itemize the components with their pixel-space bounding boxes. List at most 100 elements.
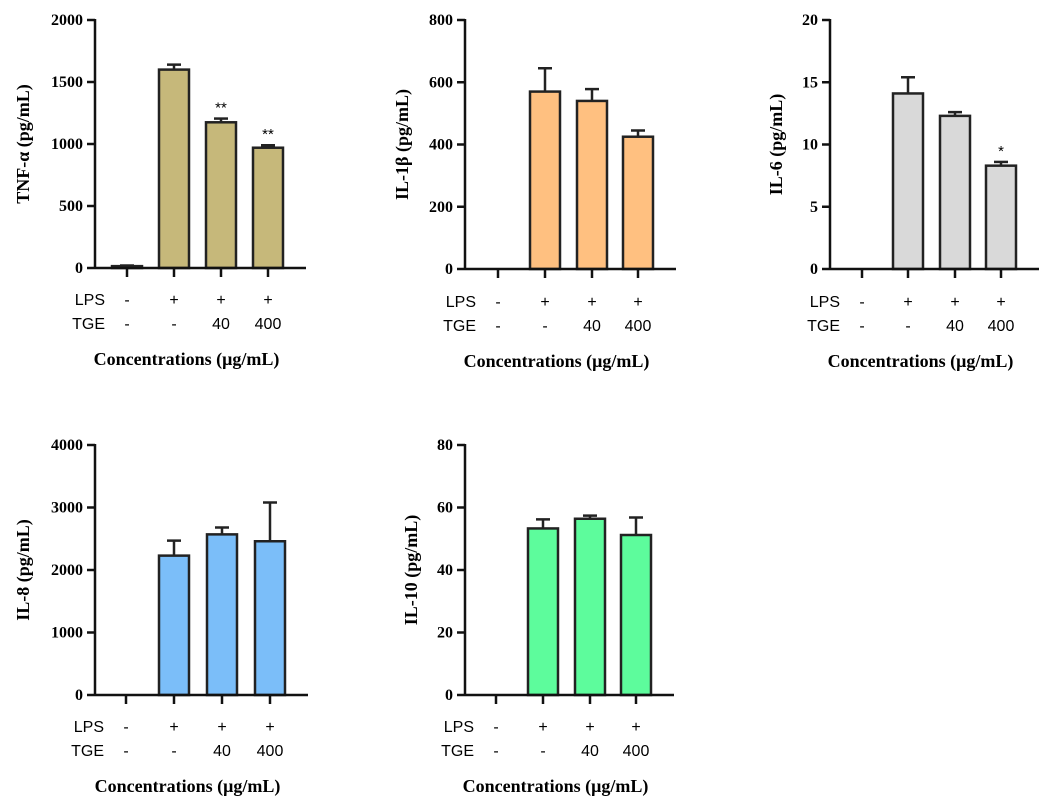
- lps-value: +: [263, 292, 272, 309]
- tge-value: -: [859, 318, 864, 335]
- lps-value: +: [216, 292, 225, 309]
- y-tick-label: 3000: [51, 500, 83, 517]
- y-tick-label: 10: [802, 137, 818, 154]
- bar: [528, 90, 562, 271]
- tge-value: 400: [988, 318, 1015, 335]
- significance-mark: **: [215, 100, 227, 117]
- bar: [205, 533, 239, 697]
- tge-row-label: TGE: [71, 743, 104, 760]
- x-axis-title: Concentrations (μg/mL): [464, 351, 650, 372]
- bar: [938, 114, 972, 271]
- lps-value: -: [495, 294, 500, 311]
- bar: [157, 554, 191, 697]
- tge-value: 40: [213, 743, 231, 760]
- lps-value: +: [217, 719, 226, 736]
- tge-value: 40: [581, 743, 599, 760]
- significance-mark: *: [998, 143, 1004, 160]
- chart-panel-1: ** ** 0 500 1000 1500 2000 - - + - +40 +400 LPS TGE Con…: [13, 12, 306, 370]
- tge-value: 400: [625, 318, 652, 335]
- y-tick-label: 80: [437, 437, 453, 454]
- y-tick-label: 2000: [51, 562, 83, 579]
- bar: [204, 121, 238, 270]
- lps-value: -: [493, 719, 498, 736]
- y-axis-title: TNF-α (pg/mL): [13, 84, 34, 204]
- tge-row-label: TGE: [443, 318, 476, 335]
- y-tick-label: 0: [75, 687, 83, 704]
- bar: [573, 517, 607, 697]
- tge-row-label: TGE: [441, 743, 474, 760]
- y-axis-title: IL-8 (pg/mL): [13, 519, 34, 621]
- lps-value: +: [538, 719, 547, 736]
- lps-value: -: [124, 292, 129, 309]
- y-axis-title: IL-6 (pg/mL): [766, 94, 787, 196]
- bar: [251, 146, 285, 270]
- lps-row-label: LPS: [444, 719, 474, 736]
- y-tick-label: 40: [437, 562, 453, 579]
- tge-row-label: TGE: [72, 316, 105, 333]
- lps-value: +: [540, 294, 549, 311]
- tge-value: -: [905, 318, 910, 335]
- y-tick-label: 1000: [51, 136, 83, 153]
- chart-panel-2: 0 200 400 600 800 - - + - +40 +400 LPS TGE Concentrat…: [392, 12, 676, 372]
- y-tick-label: 4000: [51, 437, 83, 454]
- lps-value: +: [169, 292, 178, 309]
- tge-value: 40: [212, 316, 230, 333]
- tge-value: 40: [583, 318, 601, 335]
- tge-value: 400: [257, 743, 284, 760]
- tge-row-label: TGE: [807, 318, 840, 335]
- y-axis-title: IL-1β (pg/mL): [392, 89, 413, 200]
- y-tick-label: 0: [445, 687, 453, 704]
- lps-value: -: [859, 294, 864, 311]
- x-axis-title: Concentrations (μg/mL): [828, 351, 1014, 372]
- y-tick-label: 20: [437, 625, 453, 642]
- x-axis-title: Concentrations (μg/mL): [95, 776, 281, 797]
- bar: [891, 92, 925, 271]
- y-tick-label: 400: [429, 137, 453, 154]
- y-tick-label: 0: [445, 261, 453, 278]
- bar: [526, 527, 560, 697]
- x-axis-title: Concentrations (μg/mL): [94, 349, 280, 370]
- tge-value: -: [171, 316, 176, 333]
- y-axis-title: IL-10 (pg/mL): [401, 515, 422, 626]
- tge-value: -: [540, 743, 545, 760]
- tge-value: 400: [255, 316, 282, 333]
- y-tick-label: 5: [810, 199, 818, 216]
- lps-value: +: [169, 719, 178, 736]
- chart-panel-4: 0 1000 2000 3000 4000 - - + - +40 +400 LPS TGE Concen…: [13, 437, 308, 797]
- y-tick-label: 2000: [51, 12, 83, 29]
- y-tick-label: 800: [429, 12, 453, 29]
- lps-row-label: LPS: [810, 294, 840, 311]
- lps-value: +: [585, 719, 594, 736]
- bar: [984, 164, 1018, 271]
- lps-value: +: [587, 294, 596, 311]
- lps-value: +: [903, 294, 912, 311]
- y-tick-label: 200: [429, 199, 453, 216]
- y-tick-label: 1500: [51, 74, 83, 91]
- significance-mark: **: [262, 126, 274, 143]
- lps-row-label: LPS: [75, 292, 105, 309]
- y-tick-label: 0: [810, 261, 818, 278]
- tge-value: -: [495, 318, 500, 335]
- lps-value: -: [123, 719, 128, 736]
- chart-panel-3: * 0 5 10 15 20 - - + - +40 +400 LPS TGE Concentrations…: [766, 12, 1039, 372]
- chart-panel-5: 0 20 40 60 80 - - + - +40 +400 LPS TGE Concentrations…: [401, 437, 674, 797]
- tge-value: -: [124, 316, 129, 333]
- y-tick-label: 500: [59, 198, 83, 215]
- lps-value: +: [633, 294, 642, 311]
- lps-value: +: [996, 294, 1005, 311]
- lps-value: +: [265, 719, 274, 736]
- tge-value: -: [171, 743, 176, 760]
- bar: [157, 68, 191, 270]
- y-tick-label: 1000: [51, 625, 83, 642]
- tge-value: 40: [946, 318, 964, 335]
- bar: [619, 533, 653, 697]
- x-axis-title: Concentrations (μg/mL): [463, 776, 649, 797]
- y-tick-label: 15: [802, 74, 818, 91]
- y-tick-label: 0: [75, 260, 83, 277]
- y-tick-label: 600: [429, 74, 453, 91]
- lps-row-label: LPS: [446, 294, 476, 311]
- y-tick-label: 20: [802, 12, 818, 29]
- tge-value: -: [123, 743, 128, 760]
- lps-value: +: [631, 719, 640, 736]
